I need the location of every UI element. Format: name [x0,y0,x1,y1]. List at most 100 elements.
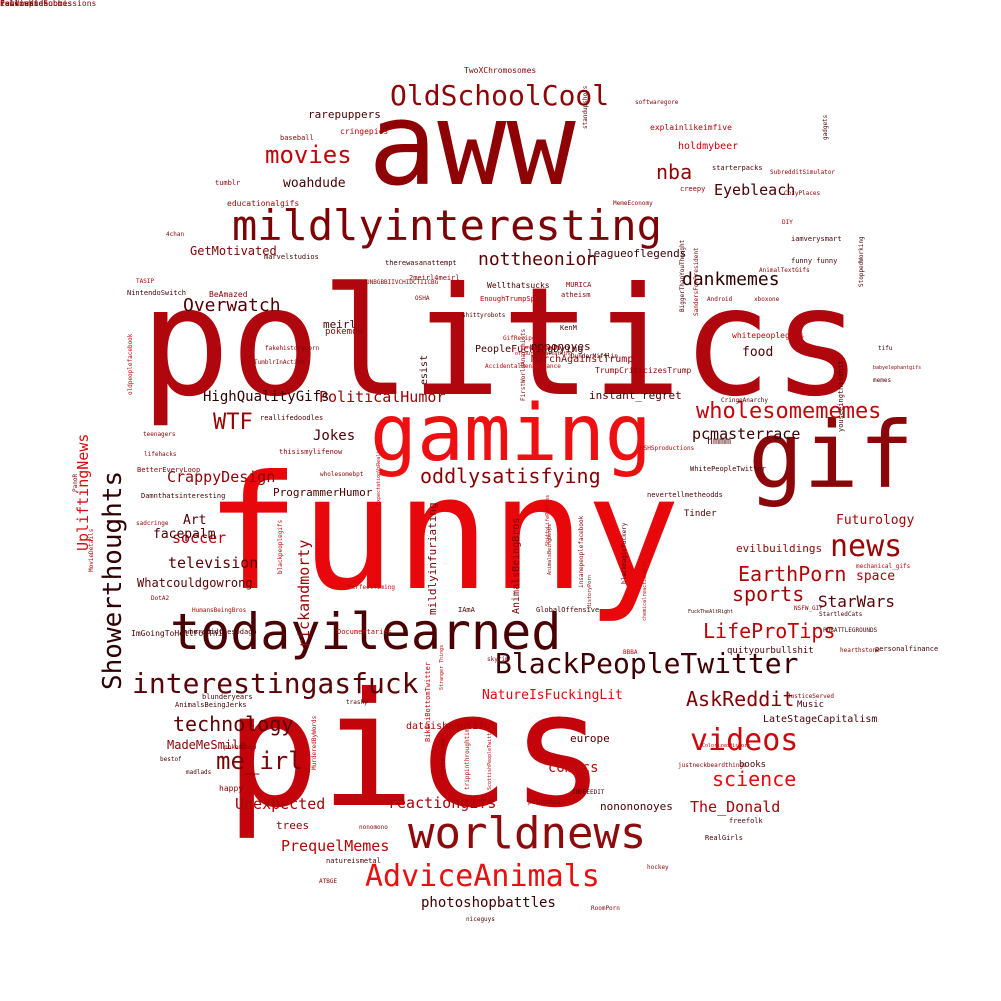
cloud-word: reallifedoodles [260,414,324,422]
cloud-word: trashy [346,699,368,706]
cloud-word: Showerthoughts [98,470,128,690]
cloud-word: StoppedWorking [858,236,865,287]
cloud-word: news [830,529,903,564]
cloud-word: Android [707,296,733,303]
cloud-word: books [739,760,767,770]
cloud-word: chemicalreactiongifs [642,560,648,621]
cloud-word: FellowKids [0,0,49,8]
cloud-word: OldSchoolCool [390,79,610,112]
cloud-word: LateStageCapitalism [763,714,878,725]
cloud-word: technology [173,712,294,736]
cloud-word: natureismetal [326,857,381,865]
cloud-word: WTF [213,410,253,435]
cloud-word: esist [419,354,430,385]
cloud-word: evilbuildings [736,542,823,555]
cloud-word: BetterEveryLoop [137,466,201,474]
cloud-word: blackpeoplegifs [277,519,284,574]
cloud-word: MemeEconomy [613,200,653,207]
cloud-word: dankmemes [682,269,780,290]
cloud-word: AnimalsBeingBros [511,517,522,614]
cloud-word: StarWars [818,592,896,611]
cloud-word: confusinggifs [521,345,561,351]
cloud-word: science [712,767,797,791]
cloud-word: nonononoyes [600,800,673,813]
cloud-word: Jokes [313,428,356,444]
cloud-word: NintendoSwitch [127,289,187,297]
cloud-word: WhitePeopleTwitter [690,465,766,473]
cloud-word: UNBGBBIIVCHIDCTIICBG [366,279,439,286]
cloud-word: starterpacks [712,164,763,172]
cloud-word: thisismylifenow [279,448,343,456]
cloud-word: IAmA [458,606,475,614]
cloud-word: Overwatch [183,295,281,316]
cloud-word: nevertellmetheodds [647,491,723,499]
cloud-word: aww [368,78,576,212]
cloud-word: therewasanattempt [385,259,457,267]
cloud-word: educationalgifs [227,199,300,208]
cloud-word: explainlikeimfive [650,123,732,132]
cloud-word: wholesomememes [696,399,882,424]
cloud-word: calvinandhobbes [0,0,73,8]
cloud-word: CringeAnarchy [721,397,768,404]
cloud-word: oddlysatisfying [420,464,601,488]
cloud-word: mildlyinteresting [232,201,662,250]
cloud-word: rickandmorty [295,539,313,648]
cloud-word: BeAmazed [209,290,248,299]
cloud-word: whitepeoplegifs [732,331,805,340]
cloud-word: The_Donald [690,798,781,816]
cloud-word: worldnews [408,808,647,859]
cloud-word: GlobalOffensive [536,606,600,614]
cloud-word: meirl [323,318,357,331]
cloud-word: mildlyinfuriating [426,502,439,615]
cloud-word: AskReddit [686,687,795,711]
cloud-word: PewdiepieSubmissions [0,0,97,8]
cloud-word: standupshots [582,85,589,129]
cloud-word: fakehistoryporn [265,345,320,352]
cloud-word: Wellthatsucks [487,281,550,290]
cloud-word: HighQualityGifs [203,389,330,405]
cloud-word: nba [656,160,693,184]
cloud-word: NSFW_GIF [794,605,823,612]
cloud-word: FuckTheAltRight [688,609,734,615]
cloud-word: MovieDetails [88,528,95,572]
cloud-word: TwoXChromosomes [464,66,537,75]
cloud-word: MurderedByWords [311,715,318,770]
cloud-word: HistoryPorn [587,574,593,608]
cloud-word: soccer [172,529,227,547]
cloud-word: EnoughTrumpSpam [480,295,544,303]
cloud-word: ProgrammerHumor [273,486,373,499]
cloud-word: woahdude [283,176,346,191]
cloud-word: ScottishPeopleTwitter [487,726,493,790]
cloud-word: me_irl [216,747,303,775]
cloud-word: wholesomebpt [320,471,364,478]
cloud-word: space [856,569,896,584]
cloud-word: sadcringe [136,520,169,527]
cloud-word: tifu [878,345,893,352]
cloud-word: memes [873,377,892,384]
cloud-word: lifehacks [144,451,177,458]
cloud-word: justneckbeardthings [678,762,747,769]
cloud-word: PanoR [72,473,79,492]
cloud-word: EarthPorn [738,562,847,586]
cloud-word: hockey [647,864,669,871]
cloud-word: funny funny [791,257,838,265]
cloud-word: marvelstudios [264,253,319,261]
cloud-word: ofcoursethatsathing [515,351,573,357]
cloud-word: softwaregore [635,99,679,106]
cloud-word: bestof [160,756,182,763]
cloud-word: iamverysmart [791,235,842,243]
cloud-word: DIY [782,219,793,226]
cloud-word: ColorizedHistory [702,743,751,749]
cloud-word: AnimalsBeingJerks [175,701,247,709]
cloud-word: madlads [186,769,212,776]
cloud-word: oldpeoplefacebook [127,333,134,395]
cloud-word: Stranger Things [439,644,445,690]
cloud-word: nononoyes [531,340,591,353]
cloud-word: Tinder [684,509,717,519]
cloud-word: atheism [561,291,591,299]
cloud-word: sports [732,582,805,606]
cloud-word: pics [225,659,606,843]
cloud-word: BBBA [623,649,638,656]
cloud-word: reactiongifs [388,794,497,812]
